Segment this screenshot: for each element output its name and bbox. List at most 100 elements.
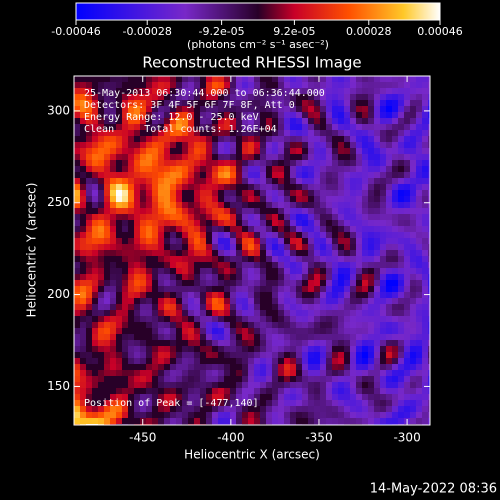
image-pixel — [344, 82, 350, 88]
image-pixel — [230, 370, 236, 376]
image-pixel — [104, 394, 110, 400]
image-pixel — [152, 346, 158, 352]
image-pixel — [230, 244, 236, 250]
image-pixel — [248, 130, 254, 136]
image-pixel — [260, 196, 266, 202]
image-pixel — [428, 340, 430, 346]
image-pixel — [80, 376, 86, 382]
image-pixel — [146, 256, 152, 262]
image-pixel — [104, 286, 110, 292]
image-pixel — [308, 370, 314, 376]
image-pixel — [92, 88, 98, 94]
image-pixel — [344, 100, 350, 106]
image-pixel — [320, 370, 326, 376]
image-pixel — [272, 376, 278, 382]
image-pixel — [134, 352, 140, 358]
image-pixel — [86, 376, 92, 382]
image-pixel — [176, 388, 182, 394]
image-pixel — [242, 202, 248, 208]
image-pixel — [254, 172, 260, 178]
image-pixel — [212, 106, 218, 112]
image-pixel — [122, 298, 128, 304]
image-pixel — [98, 370, 104, 376]
image-pixel — [296, 304, 302, 310]
image-pixel — [272, 184, 278, 190]
image-pixel — [230, 154, 236, 160]
image-pixel — [338, 340, 344, 346]
image-pixel — [260, 154, 266, 160]
image-pixel — [164, 208, 170, 214]
image-pixel — [380, 154, 386, 160]
image-pixel — [404, 274, 410, 280]
image-pixel — [254, 94, 260, 100]
image-pixel — [428, 370, 430, 376]
image-pixel — [296, 178, 302, 184]
image-pixel — [206, 112, 212, 118]
image-pixel — [374, 400, 380, 406]
image-pixel — [386, 244, 392, 250]
image-pixel — [320, 340, 326, 346]
image-pixel — [236, 346, 242, 352]
image-pixel — [326, 358, 332, 364]
image-pixel — [80, 100, 86, 106]
image-pixel — [278, 112, 284, 118]
image-pixel — [374, 322, 380, 328]
image-pixel — [152, 226, 158, 232]
image-pixel — [92, 100, 98, 106]
image-pixel — [314, 166, 320, 172]
image-pixel — [158, 304, 164, 310]
image-pixel — [140, 94, 146, 100]
image-pixel — [122, 340, 128, 346]
image-pixel — [416, 142, 422, 148]
image-pixel — [206, 286, 212, 292]
image-pixel — [380, 310, 386, 316]
image-pixel — [146, 406, 152, 412]
image-pixel — [206, 418, 212, 424]
image-pixel — [416, 370, 422, 376]
image-pixel — [194, 310, 200, 316]
image-pixel — [398, 154, 404, 160]
image-pixel — [314, 178, 320, 184]
image-pixel — [320, 400, 326, 406]
image-pixel — [218, 142, 224, 148]
image-pixel — [92, 340, 98, 346]
image-pixel — [368, 82, 374, 88]
image-pixel — [302, 202, 308, 208]
image-pixel — [176, 208, 182, 214]
image-pixel — [362, 196, 368, 202]
image-pixel — [398, 304, 404, 310]
image-pixel — [380, 358, 386, 364]
image-pixel — [134, 214, 140, 220]
image-pixel — [320, 112, 326, 118]
image-pixel — [398, 166, 404, 172]
image-pixel — [272, 280, 278, 286]
image-pixel — [92, 166, 98, 172]
image-pixel — [104, 274, 110, 280]
image-pixel — [314, 286, 320, 292]
image-pixel — [338, 124, 344, 130]
image-pixel — [128, 298, 134, 304]
image-pixel — [140, 106, 146, 112]
image-pixel — [248, 340, 254, 346]
image-pixel — [152, 136, 158, 142]
image-pixel — [320, 286, 326, 292]
image-pixel — [200, 214, 206, 220]
image-pixel — [278, 154, 284, 160]
image-pixel — [260, 208, 266, 214]
image-pixel — [200, 130, 206, 136]
image-pixel — [398, 394, 404, 400]
image-pixel — [152, 250, 158, 256]
image-pixel — [182, 244, 188, 250]
image-pixel — [272, 382, 278, 388]
image-pixel — [104, 76, 110, 82]
image-pixel — [290, 298, 296, 304]
image-pixel — [374, 196, 380, 202]
image-pixel — [104, 280, 110, 286]
image-pixel — [92, 154, 98, 160]
image-pixel — [290, 202, 296, 208]
image-pixel — [332, 316, 338, 322]
image-pixel — [416, 226, 422, 232]
image-pixel — [362, 112, 368, 118]
image-pixel — [80, 238, 86, 244]
image-pixel — [260, 394, 266, 400]
